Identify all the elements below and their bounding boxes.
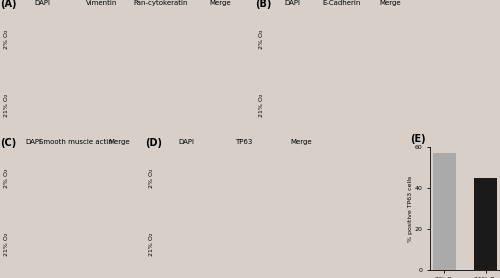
Text: DAPI: DAPI [284,0,300,6]
Text: Merge: Merge [108,139,130,145]
Bar [474,178,497,270]
Text: 2% O₂: 2% O₂ [259,29,264,49]
Text: Pan-cytokeratin: Pan-cytokeratin [134,0,188,6]
Text: DAPI: DAPI [26,139,42,145]
Text: 2% O₂: 2% O₂ [149,168,154,188]
Bar [433,153,456,270]
Text: (B): (B) [255,0,272,9]
Text: 2% O₂: 2% O₂ [4,168,9,188]
Text: 21% O₂: 21% O₂ [259,94,264,117]
Text: Smooth muscle actin: Smooth muscle actin [40,139,113,145]
Text: (A): (A) [0,0,16,9]
Text: Merge: Merge [290,139,312,145]
Text: (E): (E) [410,134,426,144]
Text: E-Cadherin: E-Cadherin [322,0,360,6]
Text: 21% O₂: 21% O₂ [4,233,9,256]
Text: DAPI: DAPI [178,139,194,145]
Text: Merge: Merge [210,0,231,6]
Text: TP63: TP63 [235,139,252,145]
Text: 2% O₂: 2% O₂ [4,29,9,49]
Text: (C): (C) [0,138,16,148]
Text: 21% O₂: 21% O₂ [4,94,9,117]
Text: Merge: Merge [380,0,401,6]
Text: DAPI: DAPI [34,0,50,6]
Y-axis label: % positive TP63 cells: % positive TP63 cells [408,175,413,242]
Text: 21% O₂: 21% O₂ [149,233,154,256]
Text: (D): (D) [145,138,162,148]
Text: Vimentin: Vimentin [86,0,117,6]
